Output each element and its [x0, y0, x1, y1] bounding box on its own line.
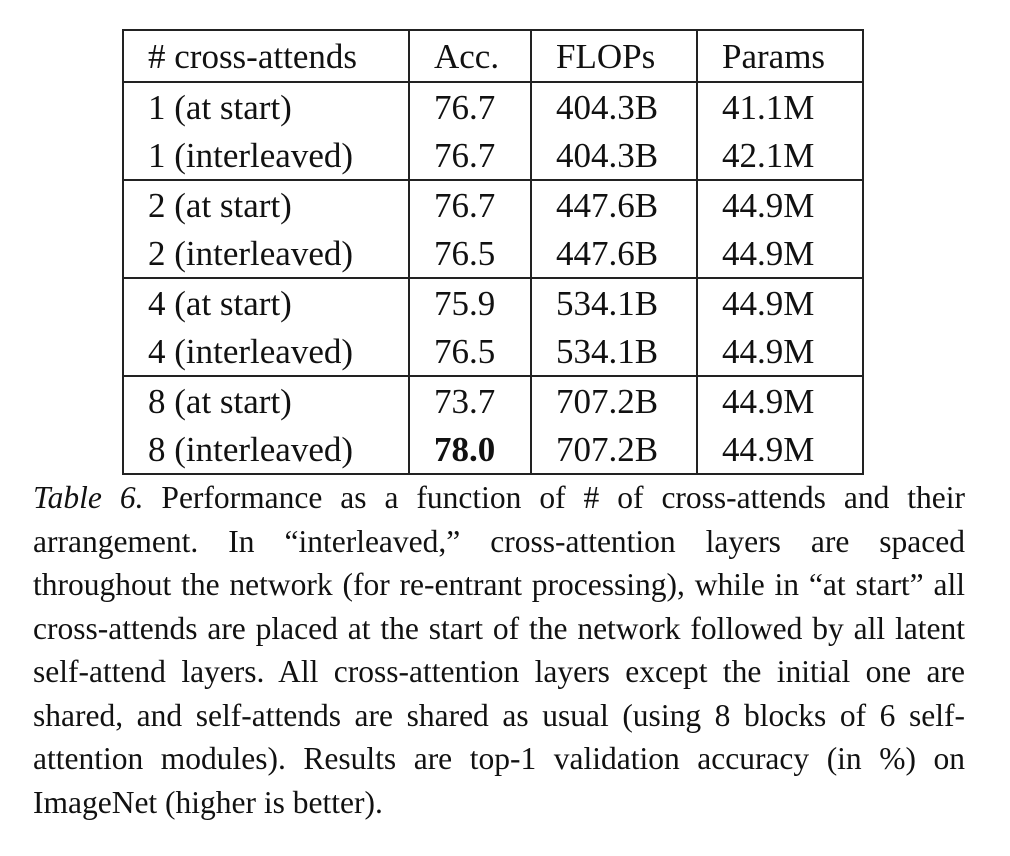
table-caption: Table 6. Performance as a function of # …: [33, 476, 965, 824]
cell-params: 44.9M: [696, 425, 864, 475]
header-params: Params: [696, 30, 864, 83]
header-accuracy: Acc.: [408, 30, 532, 83]
table-row: 2 (interleaved) 76.5 447.6B 44.9M: [122, 229, 864, 279]
cell-accuracy: 73.7: [408, 376, 532, 425]
header-flops: FLOPs: [530, 30, 698, 83]
table-row: 4 (interleaved) 76.5 534.1B 44.9M: [122, 327, 864, 377]
table-row: 1 (at start) 76.7 404.3B 41.1M: [122, 82, 864, 131]
table-row: 8 (at start) 73.7 707.2B 44.9M: [122, 376, 864, 425]
cell-flops: 404.3B: [530, 82, 698, 131]
table-header-row: # cross-attends Acc. FLOPs Params: [122, 30, 864, 83]
cell-setting: 4 (interleaved): [122, 327, 410, 377]
cell-flops: 447.6B: [530, 180, 698, 229]
table-row: 8 (interleaved) 78.0 707.2B 44.9M: [122, 425, 864, 475]
cell-params: 42.1M: [696, 131, 864, 181]
cell-accuracy: 76.5: [408, 229, 532, 279]
header-cross-attends: # cross-attends: [122, 30, 410, 83]
cell-flops: 447.6B: [530, 229, 698, 279]
cell-params: 44.9M: [696, 229, 864, 279]
cell-accuracy-best: 78.0: [408, 425, 532, 475]
cell-setting: 2 (interleaved): [122, 229, 410, 279]
cell-setting: 1 (at start): [122, 82, 410, 131]
cell-setting: 8 (interleaved): [122, 425, 410, 475]
cell-accuracy: 76.5: [408, 327, 532, 377]
cell-accuracy: 76.7: [408, 180, 532, 229]
cell-flops: 534.1B: [530, 327, 698, 377]
cell-accuracy: 76.7: [408, 82, 532, 131]
results-table: # cross-attends Acc. FLOPs Params 1 (at …: [122, 29, 864, 475]
cell-flops: 707.2B: [530, 425, 698, 475]
cell-accuracy: 76.7: [408, 131, 532, 181]
cell-params: 44.9M: [696, 376, 864, 425]
cell-setting: 8 (at start): [122, 376, 410, 425]
caption-text: Performance as a function of # of cross-…: [33, 480, 966, 820]
cell-accuracy: 75.9: [408, 278, 532, 327]
table-row: 4 (at start) 75.9 534.1B 44.9M: [122, 278, 864, 327]
cell-flops: 404.3B: [530, 131, 698, 181]
cell-setting: 2 (at start): [122, 180, 410, 229]
cell-flops: 707.2B: [530, 376, 698, 425]
table-row: 1 (interleaved) 76.7 404.3B 42.1M: [122, 131, 864, 181]
caption-label: Table 6.: [33, 480, 144, 515]
cell-params: 44.9M: [696, 278, 864, 327]
cell-setting: 4 (at start): [122, 278, 410, 327]
cell-params: 41.1M: [696, 82, 864, 131]
cell-flops: 534.1B: [530, 278, 698, 327]
cell-setting: 1 (interleaved): [122, 131, 410, 181]
table-row: 2 (at start) 76.7 447.6B 44.9M: [122, 180, 864, 229]
cell-params: 44.9M: [696, 180, 864, 229]
cell-params: 44.9M: [696, 327, 864, 377]
